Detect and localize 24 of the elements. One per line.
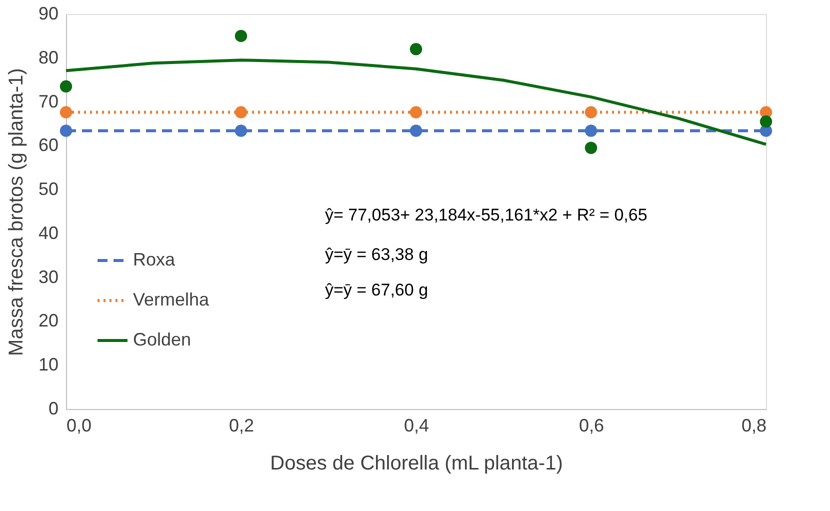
annotation: ŷ= 77,053+ 23,184x-55,161*x2 + R² = 0,65: [325, 205, 648, 224]
x-tick-label: 0,6: [578, 416, 604, 436]
line-series: [64, 58, 768, 146]
x-tick-label: 0,2: [228, 416, 254, 436]
x-tick-label: 0,0: [66, 416, 92, 436]
y-tick-label: 0: [48, 398, 58, 418]
x-tick-label: 0,8: [741, 416, 766, 436]
y-tick-label: 70: [38, 91, 58, 112]
annotation: ŷ=ȳ = 67,60 g: [325, 280, 428, 300]
annotation: ŷ=ȳ = 63,38 g: [325, 244, 428, 264]
y-axis-title: Massa fresca brotos (g planta-1): [5, 68, 28, 356]
y-tick-label: 80: [38, 47, 58, 68]
y-tick-label: 20: [38, 310, 58, 331]
legend-label: Golden: [133, 330, 192, 350]
y-tick-label: 10: [38, 354, 58, 375]
y-tick-label: 40: [38, 222, 58, 243]
legend-label: Vermelha: [133, 290, 210, 310]
y-tick-label: 60: [38, 135, 58, 156]
y-tick-label: 50: [38, 179, 58, 200]
x-axis-title: Doses de Chlorella (mL planta-1): [270, 452, 563, 474]
y-tick-label: 90: [38, 4, 58, 24]
x-tick-label: 0,4: [404, 416, 430, 436]
legend-label: Roxa: [133, 250, 176, 270]
y-tick-label: 30: [38, 266, 58, 287]
